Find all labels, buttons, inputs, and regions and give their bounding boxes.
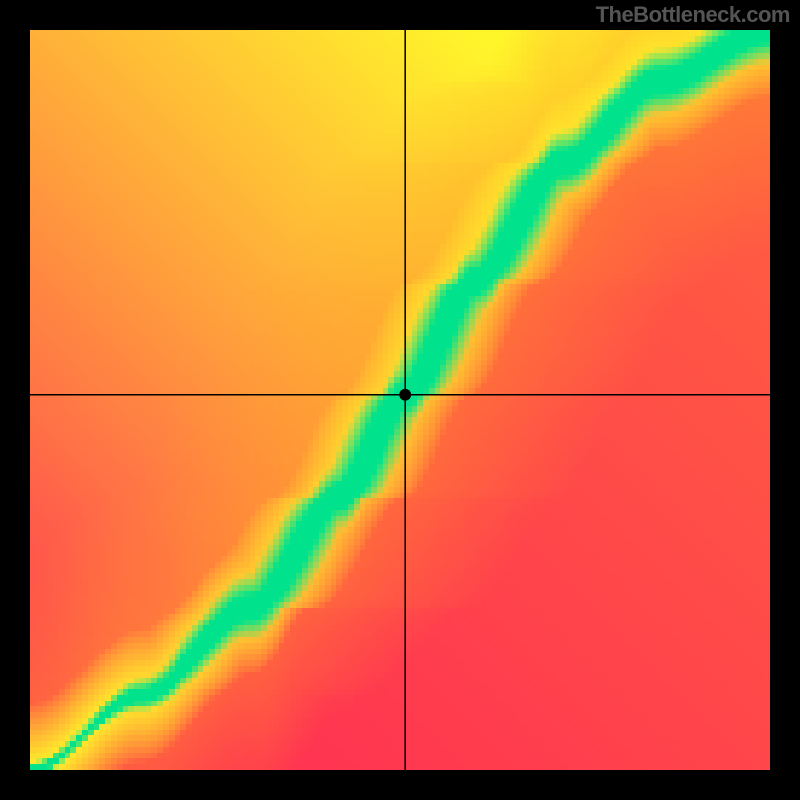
chart-container: TheBottleneck.com	[0, 0, 800, 800]
attribution-text: TheBottleneck.com	[596, 2, 790, 28]
bottleneck-heatmap	[0, 0, 800, 800]
